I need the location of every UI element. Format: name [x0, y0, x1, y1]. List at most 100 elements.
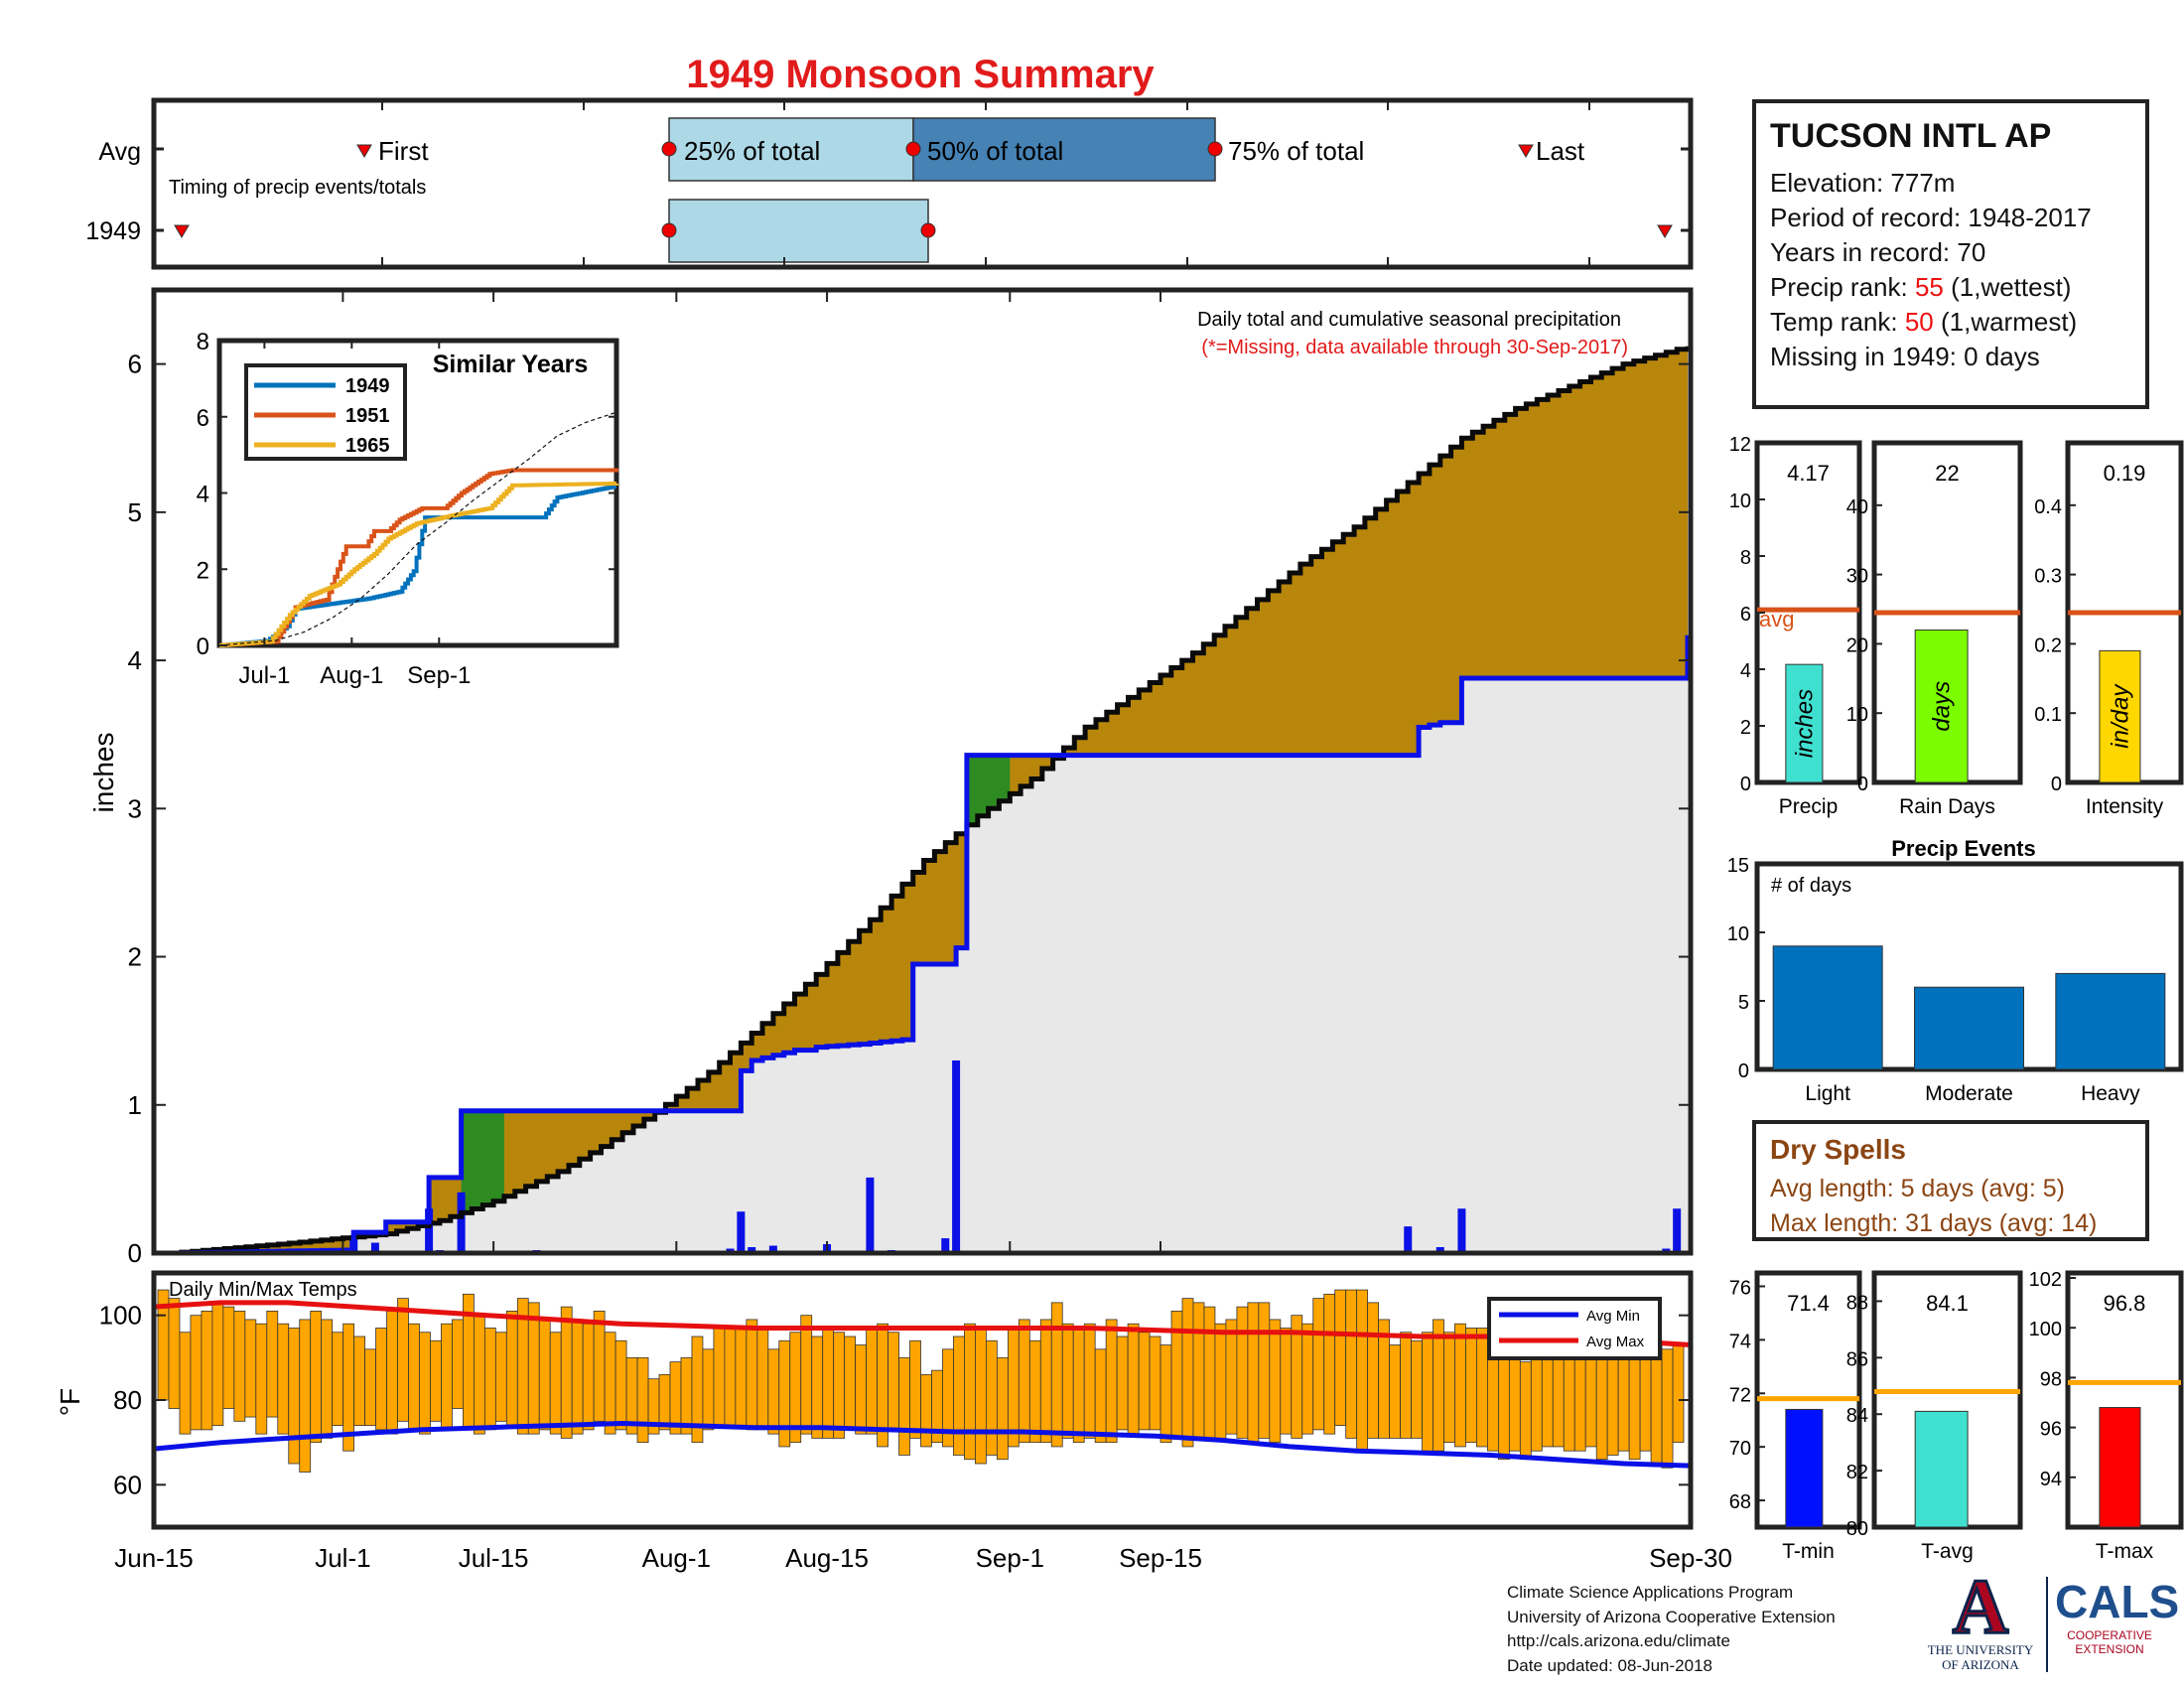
station-missing: Missing in 1949: 0 days [1770, 342, 2040, 371]
daily-temp-bar [201, 1311, 213, 1431]
daily-temp-bar [1312, 1298, 1325, 1431]
rain_days-panel: 22 days 0 10 20 30 40 Rain Days [1846, 440, 2023, 818]
tmin-y-tick-label: 72 [1729, 1384, 1751, 1406]
intensity-y-tick-label: 0.1 [2034, 704, 2062, 726]
inset-y-tick-label: 0 [197, 633, 209, 660]
daily-temp-bar [1301, 1323, 1314, 1435]
daily-temp-bar [549, 1332, 562, 1435]
main-note-missing: (*=Missing, data available through 30-Se… [1201, 337, 1628, 358]
daily-temp-bar [321, 1319, 334, 1439]
daily-temp-bar [756, 1328, 769, 1431]
legend-avg-max-label: Avg Max [1586, 1334, 1645, 1350]
daily-temp-bar [822, 1328, 835, 1439]
daily-temp-bar [1584, 1348, 1597, 1448]
dry-spells-avg: Avg length: 5 days (avg: 5) [1770, 1175, 2065, 1202]
precip_total-y-tick-label: 10 [1729, 491, 1751, 512]
daily-temp-bar [866, 1328, 878, 1435]
daily-temp-bar [1028, 1339, 1041, 1444]
daily-temp-bar [375, 1328, 387, 1431]
daily-temp-bar [255, 1323, 268, 1435]
daily-temp-bar [604, 1332, 616, 1435]
daily-temp-bar [1094, 1348, 1107, 1444]
cals-logo: CALS COOPERATIVE EXTENSION [2055, 1575, 2179, 1656]
daily-temp-bar [364, 1348, 376, 1427]
daily-temp-bar [593, 1311, 606, 1422]
daily-temp-bar [483, 1328, 496, 1431]
inset-x-tick-label: Aug-1 [320, 662, 383, 689]
tmax-x-label: T-max [2096, 1540, 2154, 1563]
tmin-y-tick-label: 68 [1729, 1491, 1751, 1513]
tavg-y-tick-label: 88 [1846, 1292, 1868, 1314]
daily-temp-bar [1192, 1302, 1205, 1439]
avg-25-50-box [668, 117, 914, 182]
daily-temp-bar [985, 1339, 998, 1456]
tavg-bar [1914, 1410, 1969, 1528]
tmin-value-label: 71.4 [1787, 1291, 1830, 1316]
ua-name-line-2: OF ARIZONA [1942, 1657, 2019, 1672]
daily-temp-bar [735, 1328, 748, 1427]
daily-temp-bar [1323, 1293, 1336, 1435]
precip_total-y-tick-label: 2 [1740, 717, 1751, 739]
station-elevation: Elevation: 777m [1770, 168, 1956, 198]
daily-temp-bar [332, 1332, 344, 1426]
daily-temp-bar [1181, 1298, 1194, 1448]
events-y-tick-label: 10 [1727, 923, 1749, 945]
daily-precip-bar [425, 1208, 434, 1253]
tmin-bar [1785, 1408, 1824, 1528]
daily-temp-bar [778, 1339, 791, 1448]
rain_days-unit-label: days [1929, 681, 1956, 732]
temps-title: Daily Min/Max Temps [169, 1279, 357, 1301]
events-bar-heavy [2055, 972, 2166, 1070]
daily-temp-bar [1508, 1348, 1521, 1452]
inset-y-tick-label: 8 [197, 329, 209, 355]
station-period: Period of record: 1948-2017 [1770, 203, 2092, 232]
daily-precip-bar [1673, 1208, 1682, 1253]
timing-row-avg: Avg [98, 138, 141, 166]
inset-y-tick-label: 6 [197, 405, 209, 432]
inset-legend-label-1965: 1965 [345, 435, 390, 457]
daily-temp-bar [244, 1319, 257, 1418]
daily-precip-bar [1404, 1226, 1413, 1253]
daily-temp-bar [964, 1323, 976, 1461]
daily-temp-bar [1280, 1328, 1293, 1435]
daily-temp-bar [505, 1311, 518, 1427]
precip_total-y-tick-label: 0 [1740, 774, 1751, 795]
university-of-arizona-logo: A THE UNIVERSITY OF ARIZONA [1921, 1566, 2040, 1672]
precip_total-avg-label: avg [1759, 607, 1794, 632]
daily-temp-bar [288, 1328, 301, 1465]
daily-temp-bar [1203, 1306, 1216, 1439]
station-years: Years in record: 70 [1770, 237, 1986, 267]
daily-temp-bar [430, 1339, 442, 1422]
precip_total-y-tick-label: 8 [1740, 547, 1751, 569]
precip-rank-label: Precip rank: [1770, 272, 1915, 302]
daily-temp-bar [1225, 1319, 1238, 1435]
p50-label: 50% of total [927, 136, 1063, 166]
x-tick-label: Aug-1 [642, 1543, 711, 1573]
x-tick-label: Sep-1 [976, 1543, 1044, 1573]
daily-temp-bar [179, 1332, 192, 1435]
logo-divider [2046, 1577, 2048, 1672]
daily-precip-bar [952, 1060, 961, 1253]
daily-temp-bar [299, 1319, 312, 1473]
last-marker-avg [1518, 144, 1534, 158]
inset-title: Similar Years [433, 351, 589, 378]
daily-temp-bar [1628, 1344, 1641, 1461]
main-note: Daily total and cumulative seasonal prec… [1197, 309, 1621, 331]
rain_days-y-tick-label: 20 [1846, 634, 1868, 656]
p25-dot-year [661, 222, 677, 238]
daily-temp-bar [1661, 1348, 1674, 1469]
surplus-fill [461, 1110, 504, 1217]
events-bar-moderate [1914, 986, 2024, 1070]
daily-temp-bar [702, 1348, 715, 1431]
y-tick-label: 3 [128, 793, 142, 823]
intensity-x-label: Intensity [2086, 795, 2164, 818]
station-precip-rank: Precip rank: 55 (1,wettest) [1770, 270, 2131, 305]
daily-temp-bar [1519, 1361, 1532, 1461]
daily-temp-bar [1356, 1289, 1369, 1452]
inset-y-tick-label: 2 [197, 557, 209, 584]
year-25-50-box [668, 199, 929, 263]
daily-temp-bar [855, 1344, 868, 1435]
footer-line-4: Date updated: 08-Jun-2018 [1507, 1655, 1712, 1675]
daily-temp-bar [800, 1315, 813, 1435]
